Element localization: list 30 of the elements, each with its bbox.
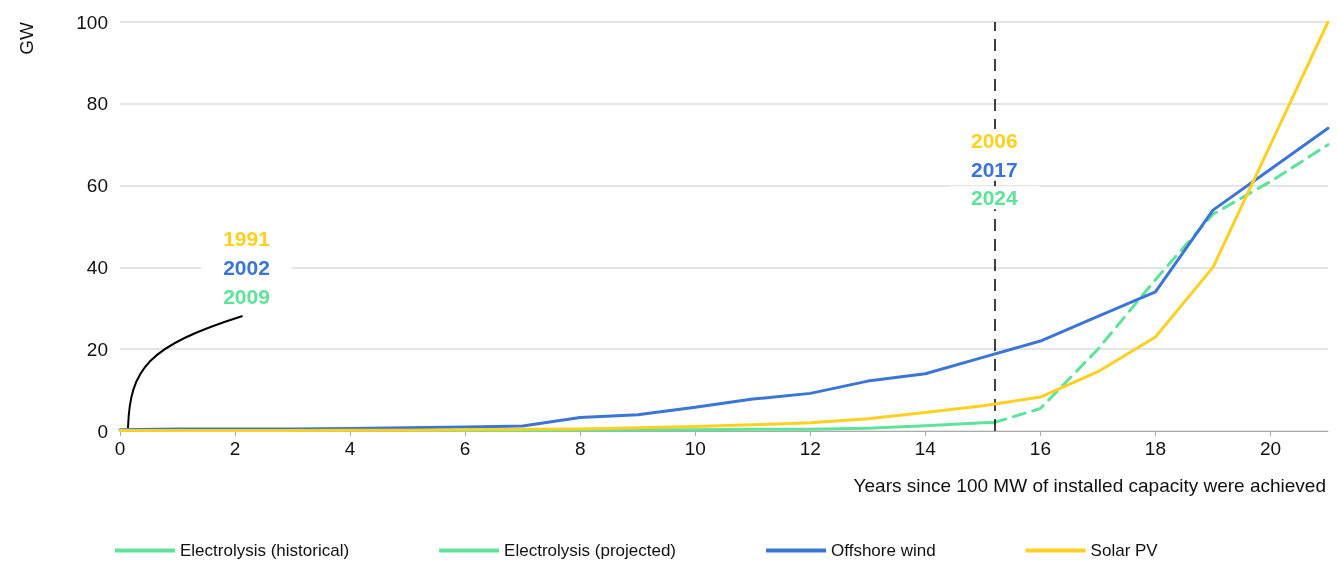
y-tick-label: 40 bbox=[86, 256, 108, 278]
x-tick-label: 20 bbox=[1259, 438, 1282, 459]
legend-label: Solar PV bbox=[1090, 541, 1159, 560]
annotation: 2009 bbox=[223, 284, 270, 308]
y-tick-label: 20 bbox=[86, 338, 108, 360]
x-tick-label: 16 bbox=[1029, 438, 1051, 459]
x-tick-label: 14 bbox=[914, 438, 937, 459]
x-tick-label: 18 bbox=[1144, 438, 1166, 459]
y-tick-label: 80 bbox=[86, 93, 108, 115]
line-series bbox=[118, 20, 1330, 433]
x-tick-label: 2 bbox=[229, 438, 241, 459]
legend-label: Electrolysis (projected) bbox=[504, 541, 677, 560]
annotation: 2024 bbox=[971, 186, 1019, 210]
x-axis-title: Years since 100 MW of installed capacity were achieved bbox=[853, 475, 1326, 496]
y-tick-label: 60 bbox=[86, 175, 108, 197]
annotation: 2002 bbox=[223, 255, 270, 279]
x-tick-label: 12 bbox=[799, 438, 821, 459]
x-tick-label: 0 bbox=[114, 438, 126, 459]
x-tick-label: 10 bbox=[684, 438, 706, 459]
legend-label: Offshore wind bbox=[831, 541, 936, 560]
annotation: 2006 bbox=[971, 129, 1018, 153]
x-tick-label: 6 bbox=[459, 438, 471, 459]
legend-label: Electrolysis (historical) bbox=[180, 541, 350, 560]
y-axis-title: GW bbox=[15, 21, 37, 55]
annotation: 1991 bbox=[223, 227, 271, 251]
annotation: 2017 bbox=[971, 157, 1018, 181]
y-tick-label: 100 bbox=[76, 11, 108, 33]
y-tick-label: 0 bbox=[97, 420, 108, 442]
x-tick-label: 8 bbox=[574, 438, 586, 459]
x-tick-label: 4 bbox=[344, 438, 356, 459]
